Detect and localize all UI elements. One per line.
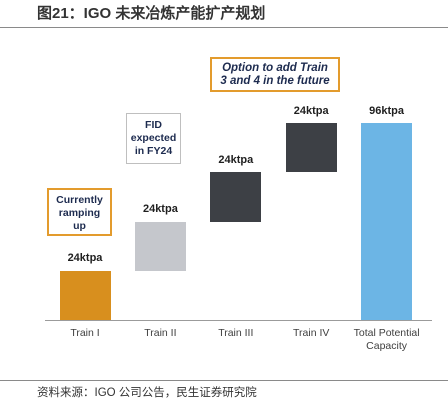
bar-train-ii [134, 221, 186, 271]
annotation-line: 3 and 4 in the future [220, 75, 330, 87]
annotation-line: up [73, 220, 86, 232]
value-label-total-potential-capacity: 96ktpa [369, 104, 405, 117]
source-note: 资料来源：IGO 公司公告，民生证券研究院 [37, 387, 257, 399]
value-label-train-ii: 24ktpa [142, 203, 178, 215]
annotation-line: ramping [58, 207, 101, 219]
bar-train-iv [285, 123, 337, 173]
annotation-line: Currently [56, 194, 103, 206]
value-label-train-iii: 24ktpa [218, 153, 254, 166]
annotation-line: FID [145, 119, 162, 131]
bar-train-iii [210, 172, 262, 222]
annotation-line: Option to add Train [222, 62, 328, 74]
value-label-train-i: 24ktpa [67, 252, 103, 265]
annotation-line: in FY24 [134, 145, 173, 157]
annotation-currently-ramping-up: Currently ramping up [47, 188, 112, 236]
annotation-line: expected [130, 132, 177, 144]
bar-train-i [59, 270, 111, 320]
x-tick-label-train-ii: Train II [144, 327, 177, 339]
x-tick-label-train-i: Train I [70, 327, 100, 339]
x-tick-label-total-potential-capacity: Total Potential Capacity [353, 327, 420, 352]
source-divider [0, 380, 448, 381]
annotation-option-train-3-4: Option to add Train 3 and 4 in the futur… [210, 57, 340, 92]
title-divider [0, 27, 448, 28]
figure-title: 图21：IGO 未来冶炼产能扩产规划 [37, 5, 266, 22]
annotation-fid-expected: FID expected in FY24 [126, 113, 181, 164]
waterfall-chart: Currently ramping up FID expected in FY2… [45, 57, 432, 352]
bar-total-potential-capacity [361, 123, 413, 320]
value-label-train-iv: 24ktpa [293, 104, 329, 117]
x-tick-label-train-iv: Train IV [293, 327, 330, 339]
x-tick-label-train-iii: Train III [218, 327, 254, 339]
x-axis-line [45, 320, 432, 321]
